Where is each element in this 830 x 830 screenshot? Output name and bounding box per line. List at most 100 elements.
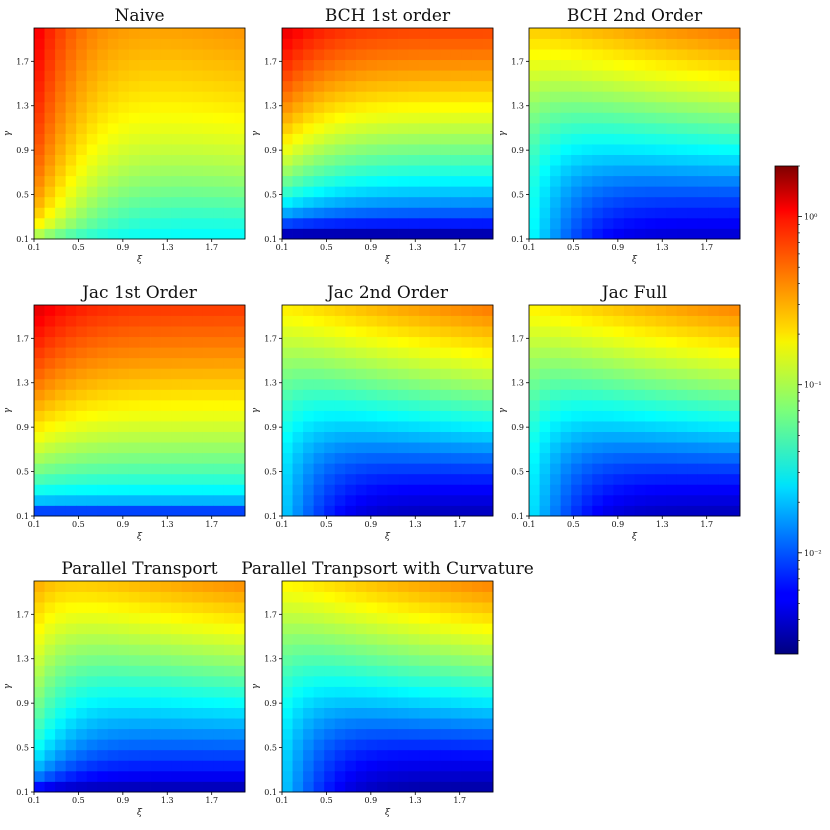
heatmap-cell (623, 399, 635, 411)
heatmap-cell (223, 654, 235, 666)
heatmap-cell (429, 442, 441, 454)
heatmap-cell (118, 217, 130, 229)
heatmap-cell (345, 686, 357, 698)
heatmap-cell (581, 431, 593, 443)
heatmap-cell (482, 431, 494, 443)
heatmap-cell (34, 675, 45, 687)
heatmap-cell (181, 186, 193, 198)
heatmap-cell (65, 760, 77, 772)
heatmap-cell (139, 154, 151, 166)
heatmap-cell (97, 207, 109, 219)
heatmap-cell (366, 728, 378, 740)
heatmap-cell (450, 207, 462, 219)
heatmap-cell (461, 505, 473, 517)
heatmap-cell (324, 494, 336, 506)
heatmap-cell (192, 749, 204, 761)
heatmap-cell (97, 749, 109, 761)
heatmap-cell (581, 228, 593, 240)
heatmap-cell (223, 122, 235, 134)
heatmap-cell (613, 49, 625, 61)
heatmap-cell (345, 91, 357, 103)
y-tick-label: 1.3 (264, 102, 277, 111)
heatmap-cell (602, 347, 614, 359)
heatmap-cell (366, 421, 378, 432)
heatmap-cell (44, 505, 56, 517)
heatmap-cell (44, 217, 56, 229)
heatmap-cell (592, 431, 604, 443)
heatmap-cell (44, 431, 56, 443)
heatmap-cell (461, 305, 473, 316)
heatmap-cell (160, 122, 172, 134)
heatmap-cell (55, 749, 67, 761)
heatmap-cell (324, 654, 336, 666)
heatmap-cell (223, 707, 235, 719)
heatmap-cell (334, 612, 346, 624)
heatmap-cell (450, 112, 462, 124)
heatmap-cell (34, 378, 45, 390)
heatmap-cell (213, 623, 225, 635)
heatmap-cell (450, 770, 462, 782)
heatmap-cell (303, 154, 315, 166)
heatmap-cell (482, 644, 494, 656)
heatmap-cell (429, 122, 441, 134)
heatmap-cell (602, 59, 614, 71)
heatmap-cell (34, 49, 45, 61)
heatmap-cell (234, 133, 246, 145)
heatmap-cell (223, 336, 235, 348)
heatmap-cell (160, 602, 172, 614)
heatmap-cell (450, 644, 462, 656)
heatmap-cell (450, 505, 462, 517)
heatmap-cell (55, 431, 67, 443)
heatmap-cell (708, 101, 720, 113)
heatmap-cell (592, 112, 604, 124)
heatmap-cell (729, 305, 741, 316)
heatmap-cell (128, 760, 140, 772)
heatmap-cell (44, 91, 56, 103)
heatmap-cell (440, 91, 452, 103)
heatmap-cell (139, 80, 151, 92)
heatmap-cell (76, 175, 88, 187)
y-tick-label: 0.1 (16, 512, 29, 521)
heatmap-cell (387, 122, 399, 134)
heatmap-cell (376, 770, 388, 782)
heatmap-cell (282, 728, 293, 740)
heatmap-cell (429, 602, 441, 614)
heatmap-cell (408, 505, 420, 517)
heatmap-cell (708, 207, 720, 219)
heatmap-cell (482, 112, 494, 124)
heatmap-cell (571, 484, 583, 496)
heatmap-cell (645, 505, 656, 517)
heatmap-cell (76, 49, 88, 61)
heatmap-cell (150, 644, 161, 656)
heatmap-cell (387, 770, 399, 782)
heatmap-cell (708, 112, 720, 124)
heatmap-cell (729, 228, 741, 240)
heatmap-cell (408, 581, 420, 592)
heatmap-cell (86, 399, 98, 411)
heatmap-cell (86, 770, 98, 782)
heatmap-cell (613, 228, 625, 240)
heatmap-cell (97, 399, 109, 411)
heatmap-cell (192, 612, 204, 624)
heatmap-cell (376, 133, 388, 145)
heatmap-cell (429, 207, 441, 219)
heatmap-cell (118, 633, 130, 645)
heatmap-cell (461, 154, 473, 166)
heatmap-cell (65, 602, 77, 614)
x-axis-label: ξ (137, 255, 143, 265)
heatmap-cell (55, 718, 67, 730)
heatmap-cell (571, 494, 583, 506)
heatmap-cell (160, 484, 172, 496)
heatmap-cell (181, 378, 193, 390)
heatmap-cell (419, 357, 431, 369)
heatmap-cell (355, 175, 367, 187)
heatmap-cell (676, 154, 688, 166)
heatmap-cell (334, 665, 346, 677)
y-tick-label: 0.1 (511, 512, 524, 521)
heatmap-cell (313, 28, 325, 39)
heatmap-cell (571, 196, 583, 208)
heatmap-cell (655, 431, 667, 443)
heatmap-cell (303, 633, 315, 645)
heatmap-cell (128, 165, 140, 177)
heatmap-cell (376, 410, 388, 422)
